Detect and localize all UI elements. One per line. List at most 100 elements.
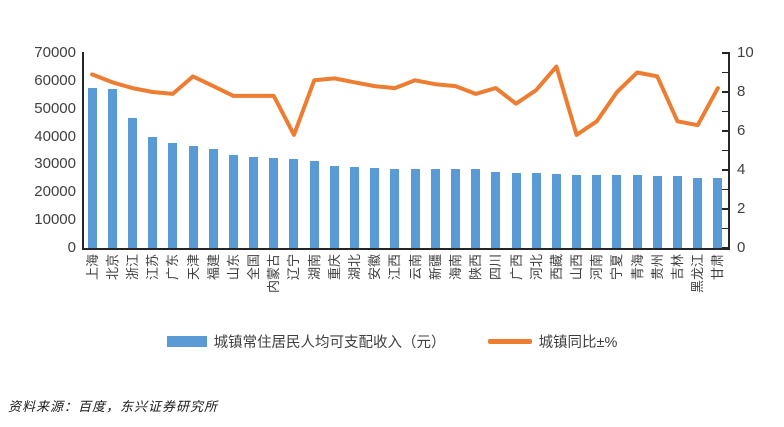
left-axis-tick-label: 20000 [34, 183, 76, 201]
x-axis-category-label: 内蒙古 [266, 254, 282, 294]
left-axis-tick-label: 0 [67, 239, 76, 256]
bar [673, 175, 683, 248]
right-axis-tick-label: 0 [737, 239, 746, 256]
bar [471, 169, 481, 248]
right-axis-tick [722, 188, 728, 191]
x-axis-category-label: 浙江 [124, 254, 140, 281]
bar [511, 172, 521, 248]
x-axis-category-label: 河南 [589, 254, 605, 281]
left-axis-tick-label: 70000 [34, 44, 76, 61]
x-axis-category-label: 湖南 [306, 254, 322, 281]
right-axis-tick [722, 149, 728, 152]
x-axis-category-label: 宁夏 [609, 254, 625, 281]
bar [127, 117, 137, 248]
bar [693, 177, 703, 248]
x-axis-category-label: 黑龙江 [690, 254, 706, 294]
bar [269, 158, 279, 248]
bar [370, 167, 380, 248]
right-axis-tick-label: 8 [737, 83, 746, 100]
right-axis-tick [722, 110, 728, 113]
bar [350, 166, 360, 248]
right-axis-tick-label: 2 [737, 200, 746, 217]
right-axis-tick [722, 169, 728, 171]
bar [450, 169, 460, 248]
x-axis-category-label: 吉林 [670, 254, 686, 281]
x-axis-category-label: 海南 [447, 254, 463, 281]
bar [228, 154, 238, 248]
right-axis-tick [722, 71, 728, 74]
x-axis-line [82, 248, 730, 250]
left-axis-tick-label: 50000 [34, 99, 76, 117]
x-axis-category-label: 辽宁 [286, 254, 302, 281]
x-axis-category-label: 青海 [629, 254, 645, 281]
bar [168, 143, 178, 248]
x-axis-category-label: 安徽 [367, 254, 383, 281]
bar [87, 88, 97, 248]
x-axis-category-label: 山东 [225, 254, 241, 281]
right-axis-line [728, 52, 730, 249]
x-axis-category-label: 全国 [246, 254, 262, 281]
legend-item-growth-line: 城镇同比±% [487, 331, 618, 352]
source-note: 资料来源：百度，东兴证券研究所 [8, 399, 219, 414]
left-axis-tick-label: 60000 [34, 71, 76, 89]
bar [592, 175, 602, 248]
bar [612, 175, 622, 248]
x-axis-category-label: 上海 [84, 254, 100, 281]
x-axis-category-label: 云南 [407, 254, 423, 281]
bar [491, 171, 501, 248]
bar [632, 175, 642, 248]
bar [289, 158, 299, 248]
line-series [90, 64, 720, 137]
bar [208, 149, 218, 248]
x-axis-category-label: 新疆 [427, 254, 443, 281]
line-series-swatch [487, 339, 532, 344]
legend-item-income-bars: 城镇常住居民人均可支配收入（元） [166, 331, 446, 352]
right-axis-tick [722, 227, 728, 230]
legend-label-income: 城镇常住居民人均可支配收入（元） [213, 335, 446, 351]
x-axis-category-label: 江苏 [145, 254, 161, 281]
bar [572, 174, 582, 248]
x-axis-category-label: 广西 [508, 254, 524, 281]
right-axis-tick [722, 208, 728, 210]
x-axis-category-label: 江西 [387, 254, 403, 281]
right-axis-tick [722, 130, 728, 132]
bar [188, 145, 198, 248]
bar [430, 169, 440, 248]
x-axis-category-label: 西藏 [548, 254, 564, 281]
bar [531, 173, 541, 248]
legend-label-growth: 城镇同比±% [538, 335, 618, 351]
bar [107, 89, 117, 248]
right-axis-tick-label: 4 [737, 161, 746, 178]
left-axis-tick-label: 30000 [34, 155, 76, 173]
bar [551, 173, 561, 248]
x-axis-category-label: 贵州 [649, 254, 665, 281]
trend-line [90, 64, 720, 137]
bar [713, 177, 723, 248]
left-axis-line [82, 52, 84, 248]
bar [329, 165, 339, 248]
right-axis-tick [722, 91, 728, 93]
x-axis-category-label: 福建 [205, 254, 221, 281]
x-axis-category-label: 甘肃 [710, 254, 726, 281]
right-axis-tick-label: 6 [737, 122, 746, 139]
right-axis-tick-label: 10 [737, 44, 754, 61]
bar [148, 136, 158, 248]
x-axis-category-label: 陕西 [468, 254, 484, 281]
left-axis-tick-label: 40000 [34, 127, 76, 145]
bar [249, 156, 259, 248]
bar-series-swatch [166, 336, 207, 347]
x-axis-category-label: 北京 [104, 254, 120, 281]
bar [390, 168, 400, 248]
x-axis-category-label: 湖北 [347, 254, 363, 281]
x-axis-category-label: 四川 [488, 254, 504, 281]
x-axis-category-label: 河北 [528, 254, 544, 281]
x-axis-category-label: 天津 [185, 254, 201, 281]
bar [410, 168, 420, 248]
legend: 城镇常住居民人均可支配收入（元） 城镇同比±% [0, 331, 784, 352]
x-axis-category-label: 重庆 [326, 254, 342, 281]
right-axis-tick [722, 52, 728, 54]
left-axis-tick-label: 10000 [34, 211, 76, 229]
bar [309, 161, 319, 248]
x-axis-category-label: 山西 [569, 254, 585, 281]
